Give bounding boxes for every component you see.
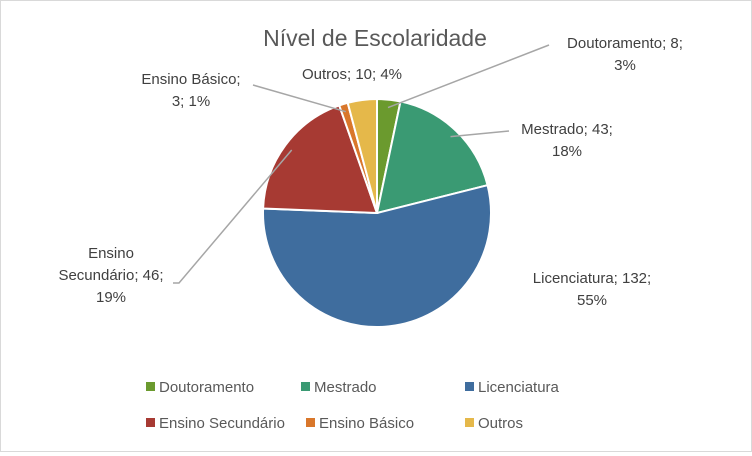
legend-label-licenciatura: Licenciatura [478, 379, 560, 396]
data-label-ensino-basico: Ensino Básico; 3; 1% [141, 71, 240, 110]
legend-swatch-doutoramento [146, 382, 155, 391]
leader-line-ensino-basico [252, 84, 347, 113]
pie-slice-outros [346, 97, 378, 214]
leader-line-ensino-secundario [173, 149, 293, 284]
legend-swatch-mestrado [301, 382, 310, 391]
legend-swatch-ensino-basico [306, 418, 315, 427]
legend-label-outros: Outros [478, 415, 523, 432]
leader-line-doutoramento [387, 44, 550, 109]
pie-slice-mestrado [375, 100, 489, 215]
legend-label-ensino-basico: Ensino Básico [319, 415, 414, 432]
pie-slices [262, 97, 492, 328]
leader-lines [173, 44, 550, 284]
legend-swatch-licenciatura [465, 382, 474, 391]
data-label-ensino-secundario: Ensino Secundário; 46; 19% [58, 245, 163, 306]
legend-label-ensino-secundario: Ensino Secundário [159, 415, 285, 432]
legend-label-mestrado: Mestrado [314, 379, 377, 396]
data-label-outros: Outros; 10; 4% [302, 66, 402, 83]
data-labels: Doutoramento; 8; 3% Mestrado; 43; 18% Licenc… [58, 35, 682, 309]
legend-swatch-outros [465, 418, 474, 427]
legend-label-doutoramento: Doutoramento [159, 379, 254, 396]
legend-swatch-ensino-secundario [146, 418, 155, 427]
chart-title: Nível de Escolaridade [263, 25, 487, 51]
pie-slice-licenciatura [262, 183, 492, 328]
data-label-doutoramento: Doutoramento; 8; 3% [567, 35, 683, 74]
legend: Doutoramento Mestrado Licenciatura Ensino S… [146, 379, 560, 432]
data-label-licenciatura: Licenciatura; 132; 55% [533, 270, 651, 309]
data-label-mestrado: Mestrado; 43; 18% [521, 121, 613, 160]
leader-line-mestrado [450, 130, 510, 138]
